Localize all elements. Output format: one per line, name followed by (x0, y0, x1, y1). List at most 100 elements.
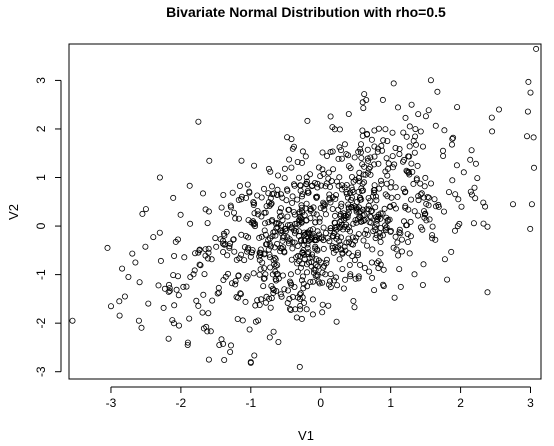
data-point (195, 249, 202, 256)
data-point (388, 194, 395, 201)
x-axis-label: V1 (298, 428, 314, 443)
data-point (389, 153, 396, 160)
data-point (468, 191, 475, 198)
data-point (343, 190, 350, 197)
data-point (204, 220, 211, 227)
data-point (425, 202, 432, 209)
data-point (299, 191, 306, 198)
data-point (295, 257, 302, 264)
data-point (275, 338, 282, 345)
data-point (385, 160, 392, 167)
data-point (212, 235, 219, 242)
data-point (402, 114, 409, 121)
data-point (319, 149, 326, 156)
data-point (199, 190, 206, 197)
data-point (309, 251, 316, 258)
data-point (340, 212, 347, 219)
data-point (363, 227, 370, 234)
data-point (261, 250, 268, 257)
data-point (209, 297, 216, 304)
data-point (412, 141, 419, 148)
data-point (359, 161, 366, 168)
x-tick-label: 2 (457, 396, 464, 410)
data-point (346, 228, 353, 235)
data-point (195, 118, 202, 125)
data-point (417, 180, 424, 187)
data-point (528, 201, 535, 208)
y-tick-label: -1 (34, 269, 48, 280)
data-point (357, 141, 364, 148)
data-point (267, 201, 274, 208)
data-point (379, 96, 386, 103)
data-point (339, 250, 346, 257)
data-point (368, 259, 375, 266)
data-point (406, 250, 413, 257)
data-point (260, 283, 267, 290)
data-point (368, 207, 375, 214)
data-point (404, 238, 411, 245)
data-point (453, 162, 460, 169)
data-point (277, 291, 284, 298)
data-point (298, 315, 305, 322)
data-point (455, 196, 462, 203)
data-point (389, 129, 396, 136)
data-point (248, 219, 255, 226)
y-tick-label: 3 (34, 77, 48, 84)
data-point (200, 291, 207, 298)
data-point (230, 236, 237, 243)
data-point (217, 236, 224, 243)
data-point (274, 262, 281, 269)
data-point (525, 78, 532, 85)
data-point (353, 198, 360, 205)
data-point (338, 182, 345, 189)
data-point (166, 285, 173, 292)
data-point (166, 287, 173, 294)
data-point (287, 306, 294, 313)
data-point (303, 306, 310, 313)
data-point (326, 278, 333, 285)
data-point (314, 184, 321, 191)
data-point (327, 225, 334, 232)
data-point (527, 225, 534, 232)
data-point (303, 181, 310, 188)
data-point (393, 246, 400, 253)
data-point (421, 183, 428, 190)
data-point (244, 246, 251, 253)
data-point (262, 299, 269, 306)
data-point (396, 226, 403, 233)
data-point (275, 275, 282, 282)
y-tick-label: -3 (34, 366, 48, 377)
data-point (254, 297, 261, 304)
data-point (360, 105, 367, 112)
data-point (467, 156, 474, 163)
data-point (390, 244, 397, 251)
data-point (313, 193, 320, 200)
data-point (270, 328, 277, 335)
data-point (380, 281, 387, 288)
data-point (405, 206, 412, 213)
data-point (402, 204, 409, 211)
data-point (450, 134, 457, 141)
data-point (403, 222, 410, 229)
data-point (205, 310, 212, 317)
data-point (200, 325, 207, 332)
data-point (449, 135, 456, 142)
data-point (277, 205, 284, 212)
data-point (307, 207, 314, 214)
data-point (238, 231, 245, 238)
data-point (237, 291, 244, 298)
data-point (368, 136, 375, 143)
data-point (454, 223, 461, 230)
data-point (374, 148, 381, 155)
data-point (372, 193, 379, 200)
data-point (361, 91, 368, 98)
data-point (258, 213, 265, 220)
data-point (408, 160, 415, 167)
data-point (482, 203, 489, 210)
data-point (533, 45, 540, 52)
data-point (320, 224, 327, 231)
data-point (289, 199, 296, 206)
data-point (224, 252, 231, 259)
data-point (356, 213, 363, 220)
